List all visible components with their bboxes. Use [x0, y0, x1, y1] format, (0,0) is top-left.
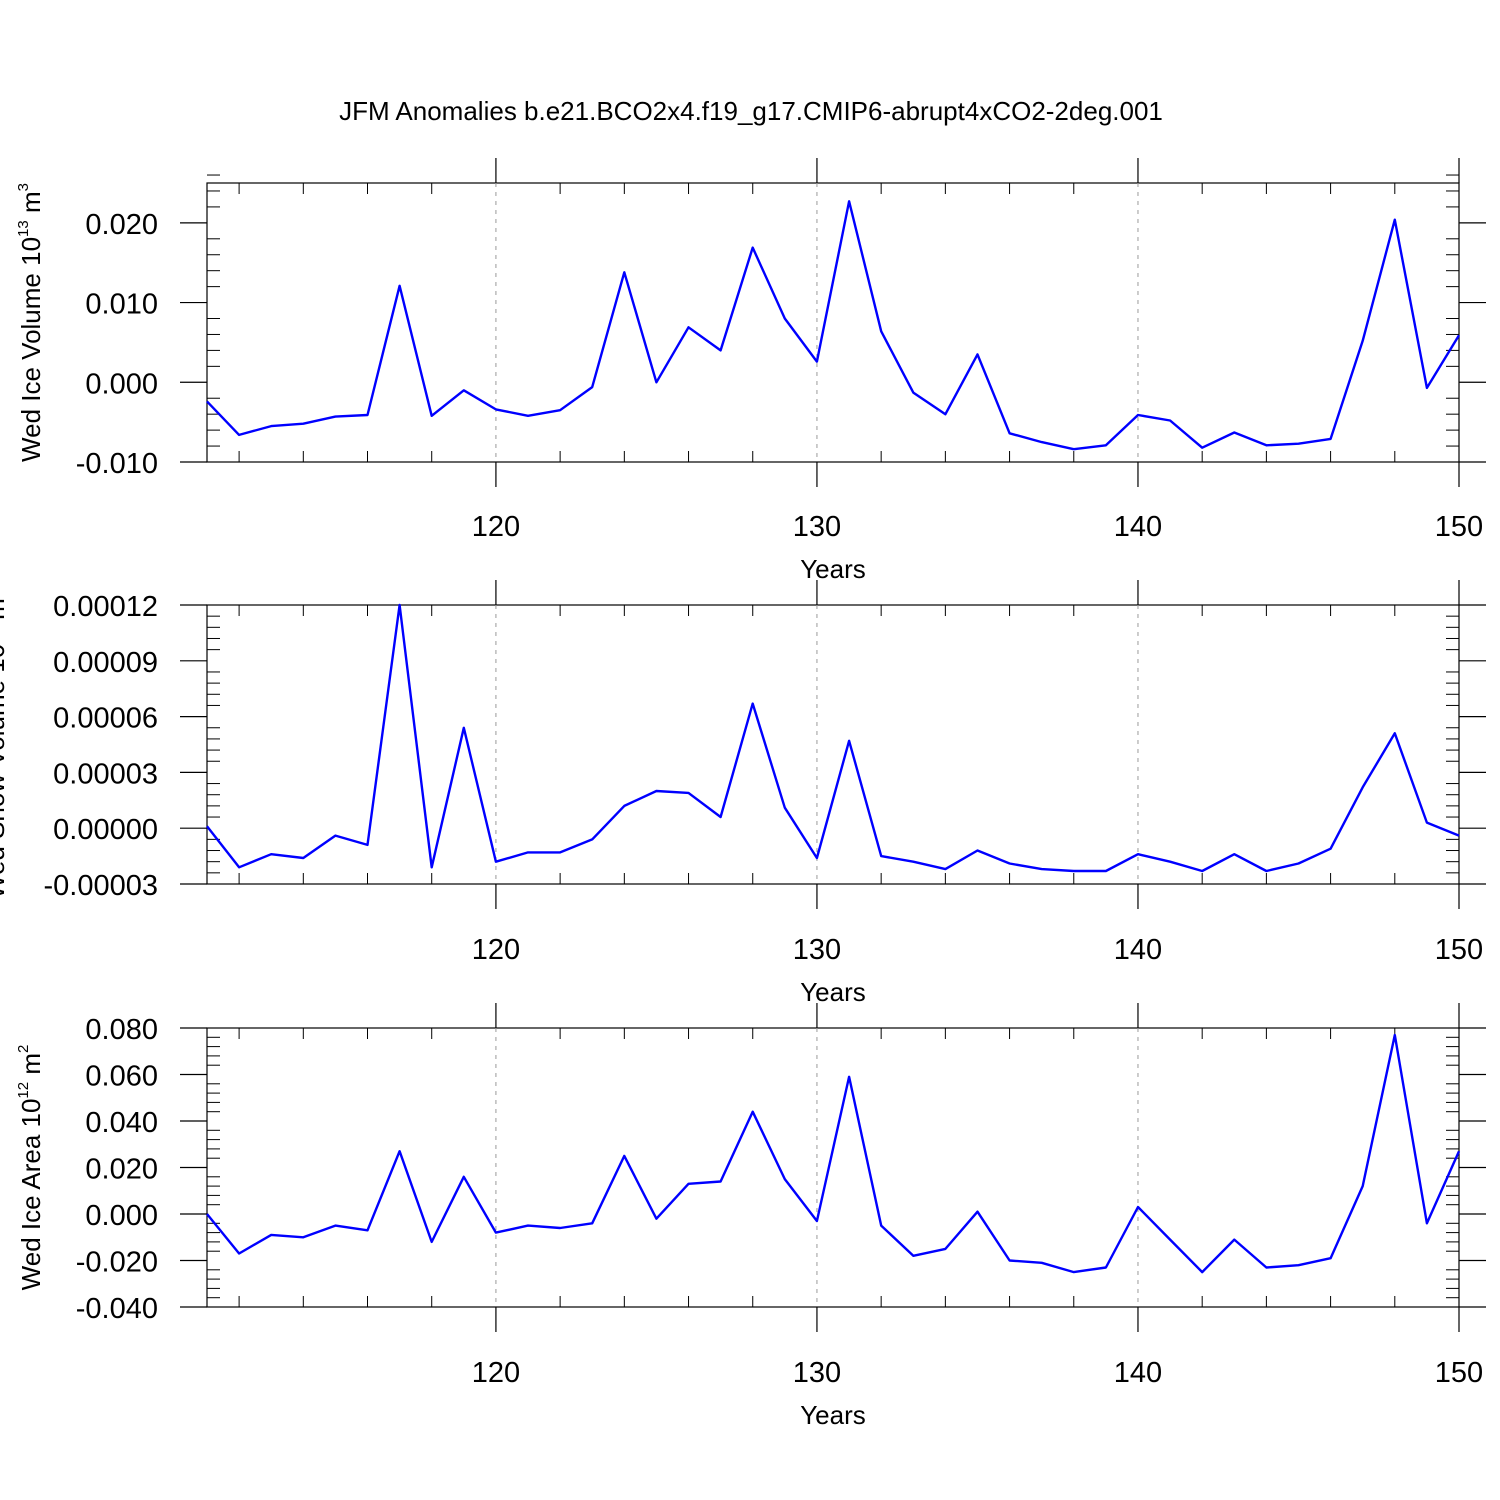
panel-1: 120 130 140 150 Years -0.010 0.000 0.010 0.020 We…: [15, 158, 1486, 584]
panel-2: 120 130 140 150 Years -0.00003 0.00000 0.00003 0…: [0, 580, 1486, 1007]
x-axis-title: Years: [800, 1400, 866, 1430]
series-line: [206, 603, 1460, 873]
y-tick-label: 0.060: [85, 1061, 158, 1093]
y-tick-label: 0.020: [85, 1154, 158, 1186]
panel-3: 120 130 140 150 Years -0.040 -0.020 0.000 0.020 0…: [15, 1003, 1486, 1430]
y-tick-label: 0.00000: [53, 814, 158, 846]
series-line: [206, 200, 1461, 451]
x-tick-label: 130: [793, 511, 841, 543]
y-tick-label: 0.020: [85, 209, 158, 241]
x-axis-title: Years: [800, 977, 866, 1007]
x-tick-label: 150: [1435, 1357, 1483, 1389]
x-axis-title: Years: [800, 554, 866, 584]
figure-title: JFM Anomalies b.e21.BCO2x4.f19_g17.CMIP6…: [339, 96, 1163, 126]
y-tick-label: 0.000: [85, 368, 158, 400]
x-tick-label: 120: [472, 1357, 520, 1389]
plot-frame: [206, 604, 1460, 885]
y-tick-label: 0.080: [85, 1014, 158, 1046]
y-tick-label: 0.00003: [53, 758, 158, 790]
y-tick-label: 0.00006: [53, 703, 158, 735]
x-tick-label: 120: [472, 934, 520, 966]
x-tick-label: 140: [1114, 511, 1162, 543]
x-tick-label: 150: [1435, 934, 1483, 966]
y-axis-title: Wed Snow Volume 1013 m3: [0, 590, 10, 899]
y-tick-label: 0.040: [85, 1107, 158, 1139]
y-tick-label: -0.00003: [44, 870, 159, 902]
x-tick-label: 130: [793, 1357, 841, 1389]
y-tick-label: 0.00009: [53, 647, 158, 679]
x-tick-label: 140: [1114, 1357, 1162, 1389]
x-tick-label: 130: [793, 934, 841, 966]
plot-frame: [206, 182, 1460, 463]
y-tick-label: -0.040: [76, 1293, 158, 1325]
y-tick-label: -0.020: [76, 1247, 158, 1279]
series-line: [206, 1033, 1461, 1274]
x-tick-label: 120: [472, 511, 520, 543]
x-tick-label: 150: [1435, 511, 1483, 543]
x-tick-label: 140: [1114, 934, 1162, 966]
plot-frame: [206, 1027, 1460, 1308]
y-tick-label: -0.010: [76, 448, 158, 480]
y-tick-label: 0.010: [85, 289, 158, 321]
y-axis-title: Wed Ice Volume 1013 m3: [15, 183, 46, 462]
y-tick-label: 0.000: [85, 1200, 158, 1232]
panels: 120 130 140 150 Years -0.010 0.000 0.010 0.020 We…: [0, 158, 1486, 1430]
y-axis-title: Wed Ice Area 1012 m2: [15, 1045, 46, 1291]
y-tick-label: 0.00012: [53, 591, 158, 623]
